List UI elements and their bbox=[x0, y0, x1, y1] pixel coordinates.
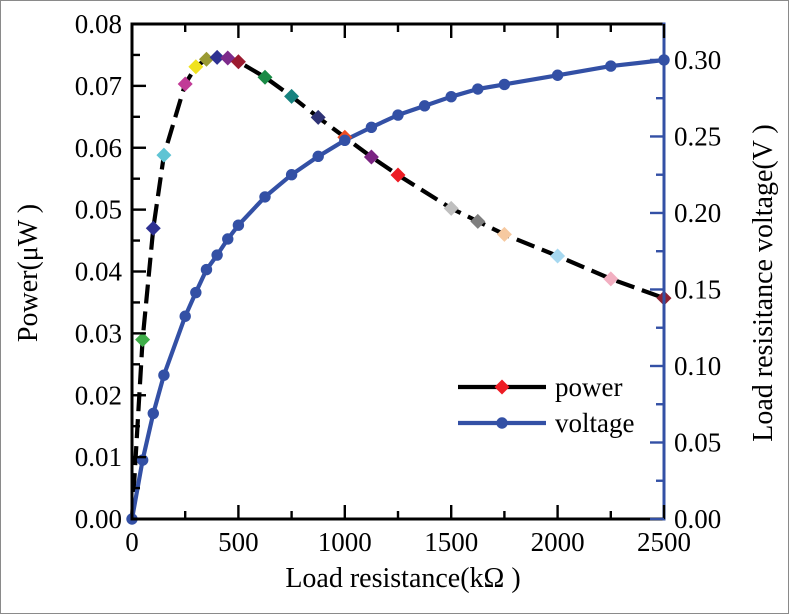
power-marker bbox=[390, 167, 406, 183]
legend: power voltage bbox=[456, 369, 634, 441]
voltage-marker bbox=[418, 100, 431, 112]
y-left-tick-label: 0.02 bbox=[75, 380, 122, 410]
power-marker bbox=[284, 88, 300, 104]
x-tick-label: 2500 bbox=[637, 527, 691, 557]
voltage-marker bbox=[200, 263, 213, 276]
x-axis-label: Load resistance(kΩ ) bbox=[285, 563, 521, 594]
legend-item-voltage: voltage bbox=[456, 405, 634, 441]
voltage-marker bbox=[147, 407, 159, 420]
x-tick-label: 0 bbox=[125, 527, 139, 557]
y-right-tick-label: 0.05 bbox=[674, 427, 721, 457]
voltage-legend-marker bbox=[496, 417, 508, 429]
voltage-marker bbox=[445, 90, 457, 103]
power-marker bbox=[496, 226, 512, 242]
y-right-tick-label: 0.10 bbox=[674, 351, 721, 381]
power-marker bbox=[230, 54, 246, 70]
power-marker bbox=[177, 76, 193, 92]
y-left-tick-label: 0.07 bbox=[75, 71, 122, 101]
y-right-tick-label: 0.30 bbox=[674, 45, 721, 75]
voltage-marker bbox=[392, 109, 404, 121]
voltage-marker bbox=[365, 121, 378, 133]
y-right-tick-label: 0.25 bbox=[674, 121, 721, 151]
power-marker bbox=[363, 149, 379, 165]
voltage-marker bbox=[551, 69, 564, 81]
power-marker bbox=[550, 248, 566, 264]
y-left-tick-label: 0.01 bbox=[75, 442, 122, 472]
power-line-diamond-icon bbox=[458, 379, 546, 395]
power-marker bbox=[156, 147, 172, 163]
y-left-tick-label: 0.04 bbox=[75, 257, 123, 287]
x-tick-label: 1000 bbox=[318, 527, 372, 557]
legend-label-power: power bbox=[555, 371, 623, 402]
power-line bbox=[129, 55, 665, 520]
voltage-marker bbox=[498, 78, 511, 91]
y-axis-label-left: Power(μW ) bbox=[13, 203, 44, 343]
y-left-tick-label: 0.05 bbox=[75, 195, 122, 225]
voltage-marker bbox=[605, 60, 617, 72]
voltage-marker bbox=[179, 310, 191, 322]
power-marker bbox=[145, 220, 161, 236]
x-tick-label: 2000 bbox=[531, 527, 585, 557]
y-axis-label-right: Load resisitance voltage(V ) bbox=[748, 124, 779, 442]
x-tick-label: 500 bbox=[218, 527, 259, 557]
voltage-line bbox=[129, 57, 665, 520]
y-left-tick-label: 0.03 bbox=[75, 318, 122, 348]
y-left-tick-label: 0.08 bbox=[75, 9, 122, 39]
x-tick-label: 1500 bbox=[424, 527, 478, 557]
power-marker bbox=[198, 51, 214, 67]
voltage-marker bbox=[259, 191, 271, 203]
legend-item-power: power bbox=[456, 369, 634, 405]
voltage-marker bbox=[285, 169, 298, 181]
voltage-marker bbox=[211, 249, 223, 261]
voltage-marker bbox=[222, 233, 234, 245]
y-left-tick-label: 0.06 bbox=[75, 133, 122, 163]
power-marker bbox=[257, 69, 273, 85]
voltage-marker bbox=[312, 150, 324, 163]
voltage-marker bbox=[472, 83, 484, 95]
voltage-marker bbox=[158, 369, 170, 381]
power-marker bbox=[470, 213, 486, 229]
power-legend-marker bbox=[494, 379, 510, 395]
power-marker bbox=[209, 49, 225, 65]
y-right-tick-label: 0.20 bbox=[674, 198, 721, 228]
voltage-marker bbox=[339, 134, 351, 146]
voltage-line-circle-icon bbox=[458, 417, 546, 429]
voltage-marker bbox=[190, 286, 202, 299]
power-marker bbox=[310, 109, 326, 125]
legend-label-voltage: voltage bbox=[555, 407, 635, 438]
voltage-marker bbox=[232, 219, 245, 231]
power-marker bbox=[443, 200, 459, 216]
y-right-tick-label: 0.15 bbox=[674, 274, 721, 304]
power-marker bbox=[603, 271, 619, 287]
y-right-tick-label: 0.00 bbox=[674, 504, 721, 534]
power-marker bbox=[188, 59, 204, 75]
y-left-tick-label: 0.00 bbox=[75, 504, 122, 534]
power-marker bbox=[135, 332, 151, 348]
